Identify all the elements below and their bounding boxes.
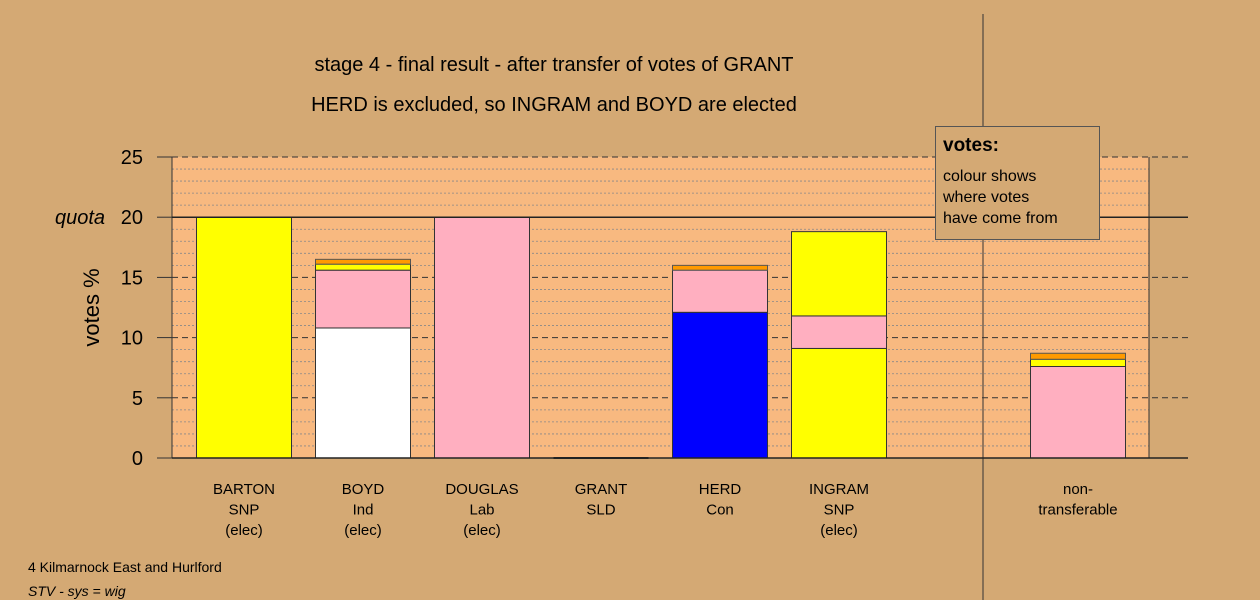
y-tick-label: 15: [121, 267, 143, 289]
category-label: INGRAM: [809, 481, 869, 498]
y-tick-label: 0: [132, 448, 143, 470]
category-label: BOYD: [342, 481, 385, 498]
bar-segment: [315, 258, 411, 265]
category-label: Ind: [353, 502, 374, 519]
category-label: non-: [1063, 481, 1093, 498]
y-axis-title: votes %: [79, 268, 104, 346]
bar-segment: [1030, 358, 1126, 367]
chart-title: stage 4 - final result - after transfer …: [314, 54, 794, 76]
footer-system: STV - sys = wig: [28, 583, 126, 599]
bar-segment: [434, 216, 530, 459]
bar-segment: [791, 347, 887, 459]
legend-line: colour shows: [943, 168, 1037, 185]
category-label: (elec): [225, 522, 263, 539]
category-label: DOUGLAS: [445, 481, 518, 498]
legend-title: votes:: [943, 135, 999, 156]
category-label: transferable: [1038, 502, 1117, 519]
category-label: Lab: [469, 502, 494, 519]
category-label: (elec): [463, 522, 501, 539]
y-tick-label: 5: [132, 388, 143, 410]
bar-segment: [672, 269, 768, 313]
category-label: HERD: [699, 481, 742, 498]
bar-segment: [196, 216, 292, 459]
bar-segment: [672, 311, 768, 459]
legend-line: where votes: [943, 189, 1030, 206]
y-tick-label: 20: [121, 207, 143, 229]
category-label: BARTON: [213, 481, 275, 498]
bar-segment: [1030, 352, 1126, 360]
category-label: (elec): [820, 522, 858, 539]
category-label: SNP: [824, 502, 855, 519]
quota-label: quota: [55, 207, 105, 229]
category-label: (elec): [344, 522, 382, 539]
legend-line: have come from: [943, 210, 1058, 227]
category-label: Con: [706, 502, 734, 519]
bar-segment: [315, 263, 411, 271]
bar-segment: [791, 315, 887, 349]
footer-ward: 4 Kilmarnock East and Hurlford: [28, 559, 222, 575]
bar-segment: [315, 269, 411, 329]
bar-segment: [315, 327, 411, 459]
bar-segment: [672, 264, 768, 271]
category-label: SNP: [229, 502, 260, 519]
legend: votes: colour shows where votes have com…: [935, 126, 1100, 240]
bar-segment: [1030, 365, 1126, 459]
bar-segment: [791, 231, 887, 317]
chart-subtitle: HERD is excluded, so INGRAM and BOYD are…: [311, 94, 797, 116]
category-label: GRANT: [575, 481, 628, 498]
category-label: SLD: [586, 502, 615, 519]
y-tick-label: 10: [121, 328, 143, 350]
y-tick-label: 25: [121, 147, 143, 169]
